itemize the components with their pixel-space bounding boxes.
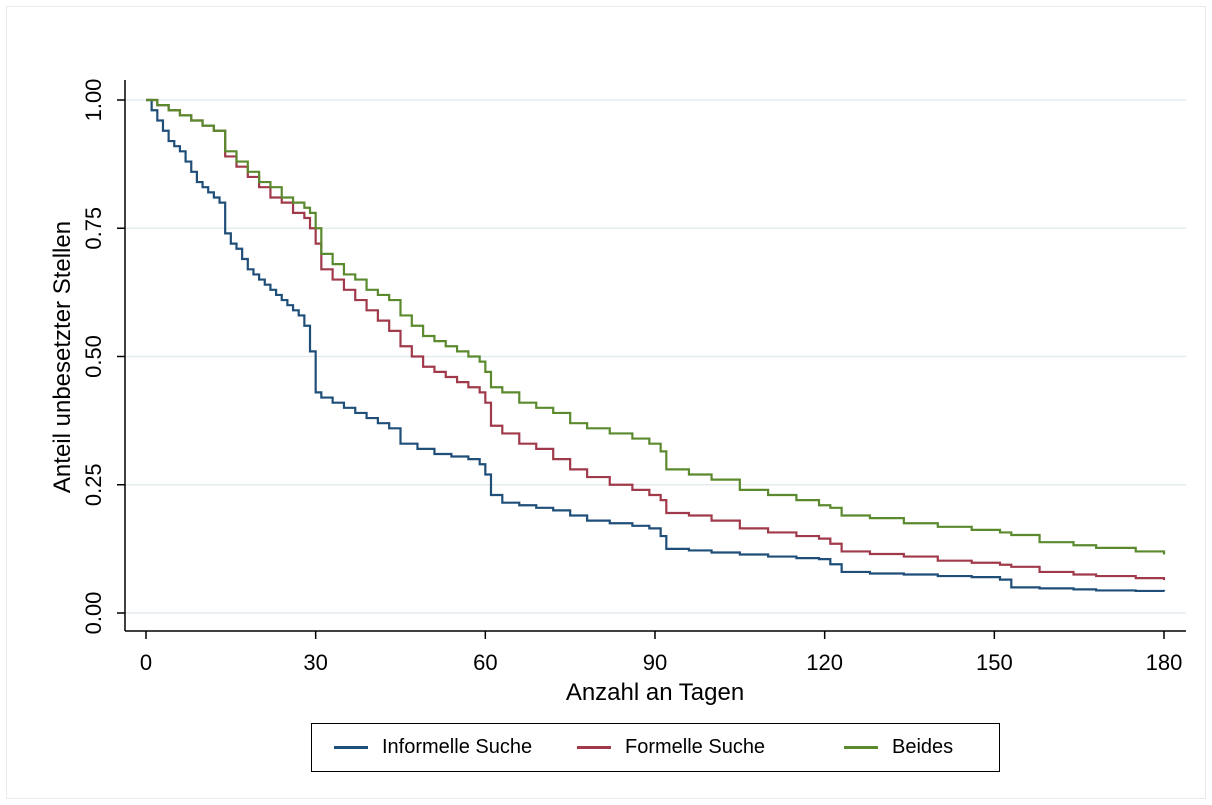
legend: Informelle Suche Formelle Suche Beides [311, 723, 1000, 772]
legend-label-formelle: Formelle Suche [625, 736, 766, 758]
series-line-1 [146, 98, 1166, 581]
legend-item-informelle: Informelle Suche [334, 724, 532, 771]
x-tick-label: 0 [140, 650, 152, 675]
legend-item-beides: Beides [844, 724, 953, 771]
legend-label-informelle: Informelle Suche [382, 736, 533, 758]
y-tick-label: 0.00 [81, 592, 106, 635]
x-tick-label: 30 [303, 650, 327, 675]
x-tick-label: 180 [1146, 650, 1183, 675]
grid-lines [125, 99, 1186, 614]
legend-item-formelle: Formelle Suche [577, 724, 765, 771]
series-line-0 [146, 98, 1166, 593]
y-axis-title: Anteil unbesetzter Stellen [49, 221, 76, 493]
y-tick-label: 0.75 [81, 207, 106, 250]
y-ticks: 0.00 0.25 0.50 0.75 1.00 [81, 79, 125, 635]
axes [124, 80, 1186, 632]
y-tick-label: 1.00 [81, 79, 106, 122]
x-ticks: 0 30 60 90 120 150 180 [140, 631, 1182, 675]
chart-frame [6, 6, 1206, 799]
legend-swatch-beides [844, 746, 878, 749]
x-tick-label: 150 [976, 650, 1013, 675]
x-tick-label: 120 [806, 650, 843, 675]
x-tick-label: 60 [473, 650, 497, 675]
legend-label-beides: Beides [892, 736, 954, 758]
series-line-2 [146, 98, 1166, 555]
legend-swatch-informelle [334, 746, 368, 749]
y-tick-label: 0.25 [81, 463, 106, 506]
series-lines [146, 98, 1166, 593]
x-axis-title: Anzahl an Tagen [566, 679, 744, 706]
legend-swatch-formelle [577, 746, 611, 749]
y-tick-label: 0.50 [81, 335, 106, 378]
x-tick-label: 90 [643, 650, 667, 675]
